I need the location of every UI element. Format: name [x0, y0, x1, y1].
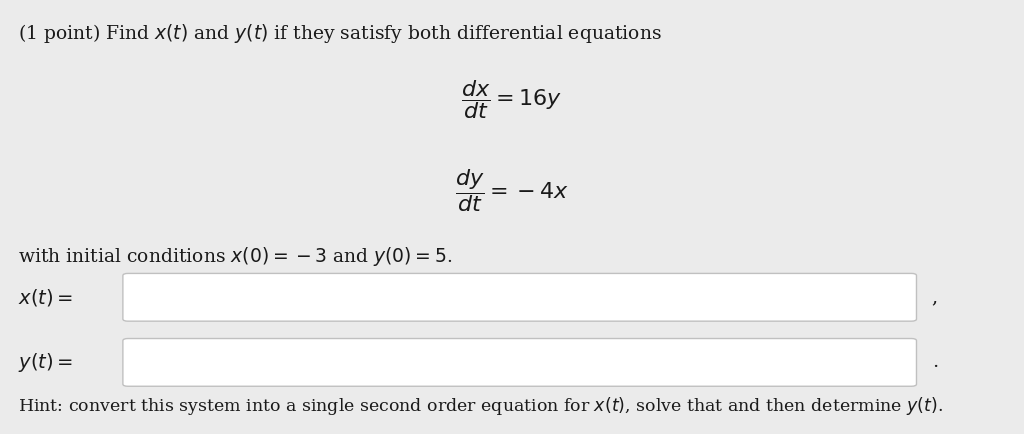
Text: .: . — [932, 353, 938, 372]
Text: $\dfrac{dy}{dt} = -4x$: $\dfrac{dy}{dt} = -4x$ — [455, 168, 569, 214]
FancyBboxPatch shape — [123, 339, 916, 386]
Text: Hint: convert this system into a single second order equation for $x(t)$, solve : Hint: convert this system into a single … — [18, 395, 943, 417]
Text: (1 point) Find $x(t)$ and $y(t)$ if they satisfy both differential equations: (1 point) Find $x(t)$ and $y(t)$ if they… — [18, 22, 663, 45]
FancyBboxPatch shape — [123, 273, 916, 321]
Text: $x(t) =$: $x(t) =$ — [18, 287, 74, 308]
Text: with initial conditions $x(0) = -3$ and $y(0) = 5$.: with initial conditions $x(0) = -3$ and … — [18, 245, 453, 268]
Text: $\dfrac{dx}{dt} = 16y$: $\dfrac{dx}{dt} = 16y$ — [462, 79, 562, 121]
Text: $y(t) =$: $y(t) =$ — [18, 351, 74, 374]
Text: ,: , — [932, 288, 938, 306]
